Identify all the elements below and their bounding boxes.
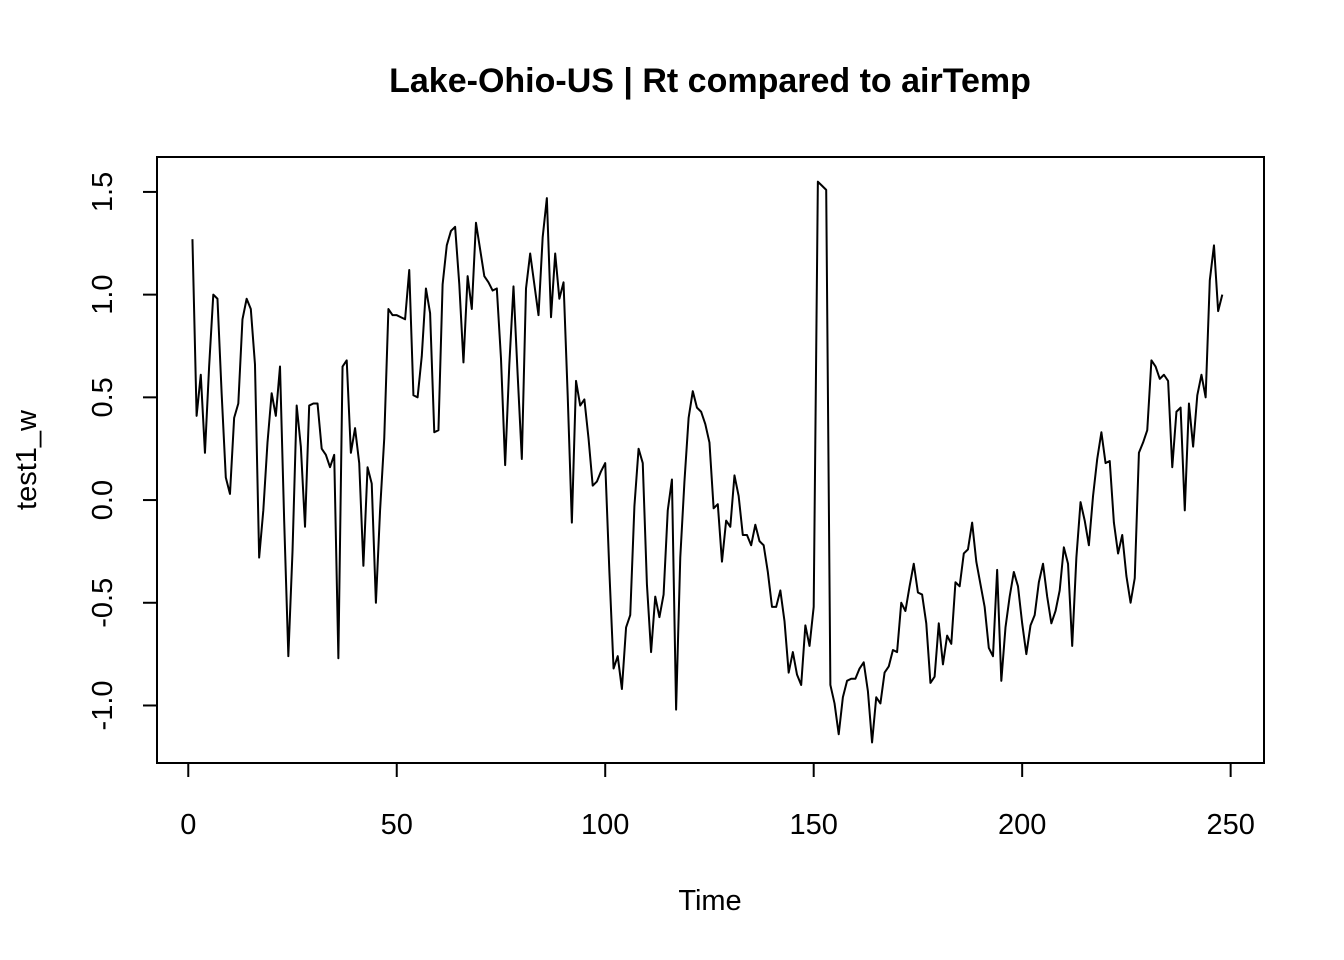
x-tick-label: 250: [1206, 809, 1254, 841]
series-line: [191, 180, 1224, 744]
x-tick-label: 100: [581, 809, 629, 841]
y-axis: -1.0 -0.5 0.0 0.5 1.0 1.5: [87, 172, 158, 730]
y-tick-label: 0.0: [87, 480, 119, 520]
series-group: [191, 180, 1224, 744]
y-axis-label: test1_w: [11, 409, 43, 510]
x-tick-label: 150: [789, 809, 837, 841]
x-axis: 0 50 100 150 200 250: [180, 762, 1255, 841]
y-tick-label: -0.5: [87, 578, 119, 628]
y-tick-label: 0.5: [87, 377, 119, 417]
y-tick-label: -1.0: [87, 680, 119, 730]
x-tick-label: 50: [381, 809, 413, 841]
x-tick-label: 200: [998, 809, 1046, 841]
x-axis-label: Time: [678, 885, 741, 917]
chart-title: Lake-Ohio-US | Rt compared to airTemp: [389, 62, 1031, 100]
x-tick-label: 0: [180, 809, 196, 841]
y-tick-label: 1.0: [87, 274, 119, 314]
y-tick-label: 1.5: [87, 172, 119, 212]
